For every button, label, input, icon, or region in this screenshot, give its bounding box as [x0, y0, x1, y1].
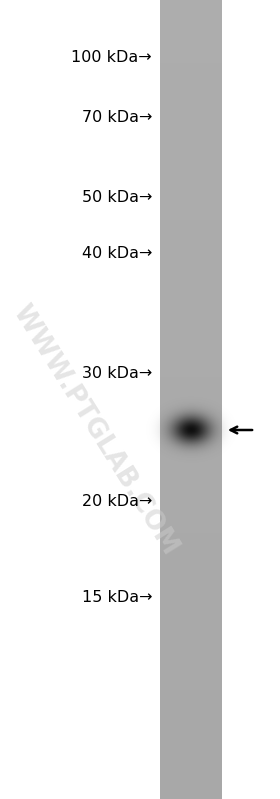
Text: 70 kDa→: 70 kDa→	[82, 110, 152, 125]
Text: 40 kDa→: 40 kDa→	[82, 247, 152, 261]
Text: WWW.PTGLAB.COM: WWW.PTGLAB.COM	[7, 300, 183, 560]
Text: 100 kDa→: 100 kDa→	[71, 50, 152, 65]
Text: 20 kDa→: 20 kDa→	[82, 495, 152, 510]
Text: 30 kDa→: 30 kDa→	[82, 367, 152, 381]
Text: 15 kDa→: 15 kDa→	[81, 590, 152, 606]
Text: 50 kDa→: 50 kDa→	[82, 190, 152, 205]
